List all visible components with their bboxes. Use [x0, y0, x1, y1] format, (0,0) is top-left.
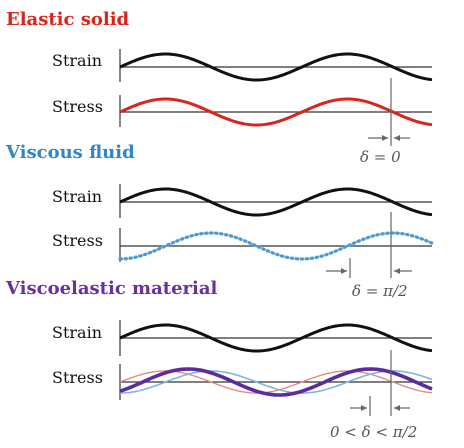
elastic-title: Elastic solid: [6, 9, 130, 30]
viscous-stress-axis: [119, 228, 432, 262]
elastic-strain-curve: [119, 52, 433, 82]
viscoelastic-strain-curve: [119, 323, 433, 353]
viscous-stress-curve: [118, 231, 434, 261]
viscoelastic-stress-label: Stress: [52, 368, 103, 387]
viscous-title: Viscous fluid: [5, 142, 135, 163]
viscoelastic-strain-label: Strain: [52, 323, 102, 342]
viscous-delta-marker: [326, 212, 412, 278]
viscous-strain-curve: [119, 187, 433, 217]
elastic-delta-marker: [368, 78, 410, 146]
viscoelastic-delta-label: 0 < δ < π/2: [330, 423, 417, 441]
viscous-delta-label: δ = π/2: [352, 282, 408, 300]
viscoelastic-viscous-component-curve: [119, 370, 433, 394]
elastic-delta-label: δ = 0: [360, 148, 401, 166]
viscous-stress-label: Stress: [52, 231, 103, 250]
elastic-stress-label: Stress: [52, 97, 103, 116]
viscoelastic-delta-marker: [350, 350, 410, 416]
elastic-strain-label: Strain: [52, 51, 102, 70]
elastic-stress-curve: [119, 97, 433, 127]
viscoelastic-title: Viscoelastic material: [5, 278, 218, 299]
viscoelastic-stress-curve: [119, 367, 433, 397]
viscous-strain-label: Strain: [52, 187, 102, 206]
